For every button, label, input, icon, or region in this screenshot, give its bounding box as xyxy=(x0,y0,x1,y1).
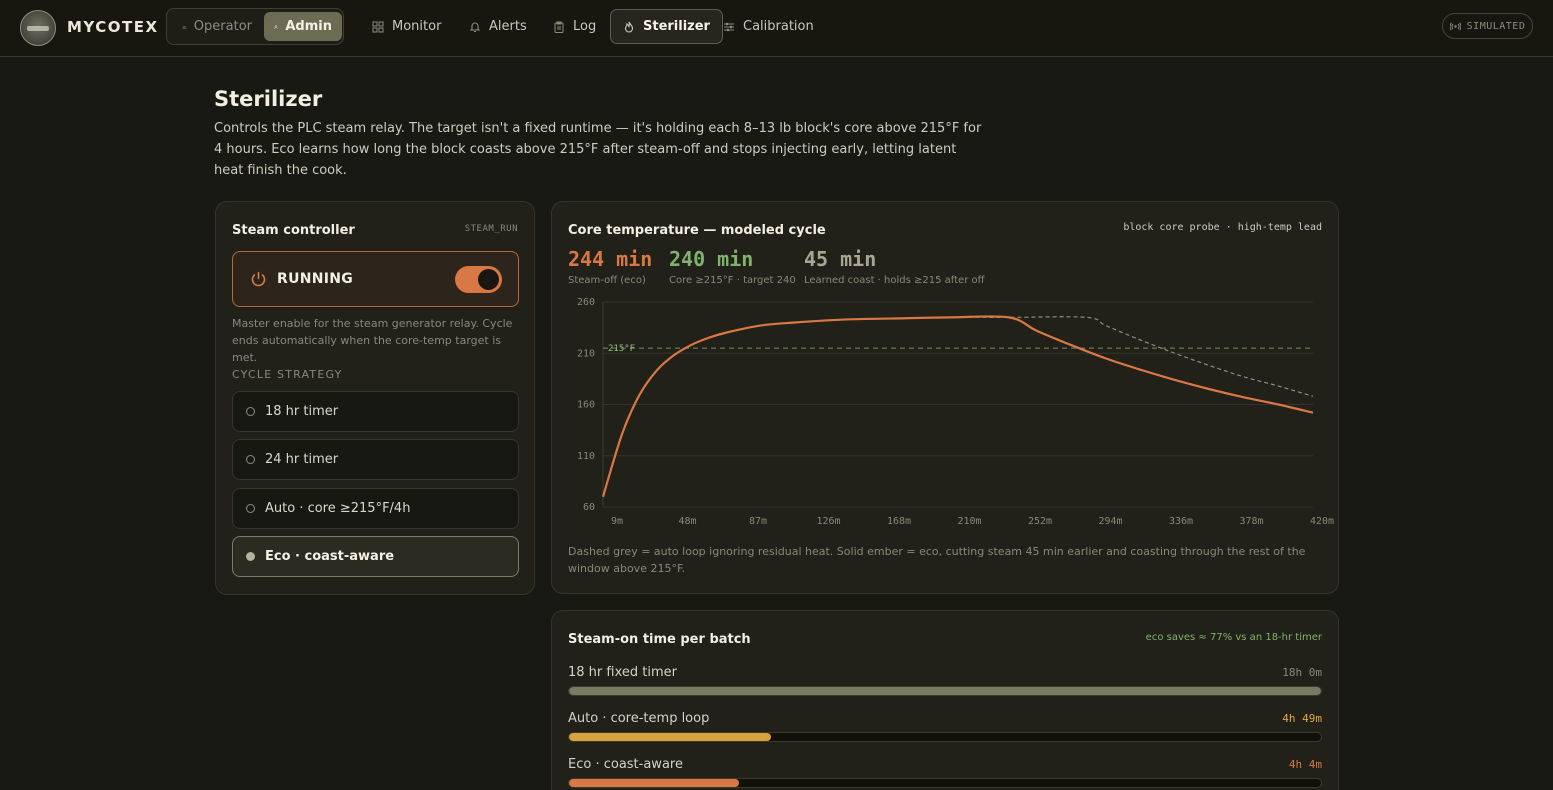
nav-monitor[interactable]: Monitor xyxy=(360,9,453,44)
nav-alerts-label: Alerts xyxy=(489,19,527,34)
bar-label-auto: Auto · core-temp loop xyxy=(568,711,710,726)
nav-log[interactable]: Log xyxy=(541,9,608,44)
x-tick-label: 336m xyxy=(1169,516,1193,527)
x-tick-label: 87m xyxy=(749,516,767,527)
role-admin-button[interactable]: Admin xyxy=(264,12,342,41)
strategy-label: Eco · coast-aware xyxy=(265,549,395,564)
bar-track-auto xyxy=(568,732,1322,742)
role-switch: Operator Admin xyxy=(166,8,344,45)
strategy-label: 24 hr timer xyxy=(265,452,339,467)
threshold-label: 215°F xyxy=(608,344,635,354)
hard-hat-icon xyxy=(182,25,187,28)
radio-selected-icon xyxy=(246,552,255,561)
x-tick-label: 294m xyxy=(1098,516,1122,527)
nav-sterilizer[interactable]: Sterilizer xyxy=(610,9,723,44)
bell-icon xyxy=(469,22,481,32)
grid-icon xyxy=(372,21,384,32)
x-tick-label: 378m xyxy=(1239,516,1263,527)
y-tick-label: 160 xyxy=(577,400,595,411)
role-operator-button[interactable]: Operator xyxy=(172,12,262,41)
auto-loop-series-line xyxy=(602,316,1314,497)
y-tick-label: 260 xyxy=(577,297,595,308)
sliders-icon xyxy=(724,22,734,31)
bar-fill-18hr xyxy=(569,687,1321,695)
strategy-label: 18 hr timer xyxy=(265,404,339,419)
metric-coast-value: 45 min xyxy=(804,247,877,271)
power-icon xyxy=(251,271,266,287)
simulated-label: SIMULATED xyxy=(1466,20,1526,32)
x-tick-label: 420m xyxy=(1310,516,1334,527)
x-tick-label: 48m xyxy=(678,516,696,527)
x-tick-label: 252m xyxy=(1028,516,1052,527)
steam-on-time-card: Steam-on time per batch eco saves ≈ 77% … xyxy=(551,610,1339,790)
strategy-auto-core[interactable]: Auto · core ≥215°F/4h xyxy=(232,488,519,529)
nav-calibration-label: Calibration xyxy=(743,19,814,34)
eco-series-line xyxy=(601,315,1314,498)
radio-icon xyxy=(246,504,255,513)
bar-value-auto: 4h 49m xyxy=(1282,712,1322,725)
nav-calibration[interactable]: Calibration xyxy=(711,9,826,44)
nav-sterilizer-label: Sterilizer xyxy=(643,19,710,34)
simulated-badge: SIMULATED xyxy=(1442,13,1533,39)
running-status-panel: RUNNING xyxy=(232,251,519,307)
metric-steam-off-label: Steam-off (eco) xyxy=(568,275,646,286)
mycotex-logo xyxy=(20,10,56,46)
role-admin-label: Admin xyxy=(285,19,332,34)
bar-track-18hr xyxy=(568,686,1322,696)
x-tick-label: 210m xyxy=(957,516,981,527)
strategy-eco-coast[interactable]: Eco · coast-aware xyxy=(232,536,519,577)
strategy-24hr-timer[interactable]: 24 hr timer xyxy=(232,439,519,480)
chart-footnote: Dashed grey = auto loop ignoring residua… xyxy=(568,545,1306,575)
bar-fill-eco xyxy=(569,779,739,787)
page-title: Sterilizer xyxy=(214,87,323,111)
nav-alerts[interactable]: Alerts xyxy=(457,9,539,44)
bar-fill-auto xyxy=(569,733,771,741)
page-description: Controls the PLC steam relay. The target… xyxy=(214,121,982,178)
y-tick-label: 110 xyxy=(577,451,595,462)
role-operator-label: Operator xyxy=(193,19,252,34)
core-temperature-chart: 260 210 160 110 60 9m 48m 87m 126m 168m 210m 252m 29… xyxy=(577,297,1334,527)
steam-controller-title: Steam controller xyxy=(232,223,355,238)
steam-run-tag: STEAM_RUN xyxy=(464,224,518,234)
x-tick-label: 9m xyxy=(611,516,623,527)
metric-core-label: Core ≥215°F · target 240 xyxy=(669,275,796,286)
nav-log-label: Log xyxy=(573,19,597,34)
bar-value-eco: 4h 4m xyxy=(1288,758,1322,771)
cycle-strategy-heading: CYCLE STRATEGY xyxy=(232,368,343,381)
metric-steam-off-value: 244 min xyxy=(568,247,653,271)
core-temp-title: Core temperature — modeled cycle xyxy=(568,223,826,238)
core-temperature-card: Core temperature — modeled cycle block c… xyxy=(551,201,1339,594)
y-tick-label: 60 xyxy=(583,502,595,513)
steam-enable-toggle[interactable] xyxy=(455,266,502,293)
broadcast-icon xyxy=(1449,21,1461,31)
top-nav-bar: MYCOTEX Operator Admin Monitor Alerts Lo… xyxy=(0,0,1553,57)
flame-icon xyxy=(624,21,634,33)
running-status-label: RUNNING xyxy=(277,271,354,287)
bar-label-18hr: 18 hr fixed timer xyxy=(568,665,677,680)
probe-source: block core probe · high-temp lead xyxy=(1123,222,1322,233)
metric-coast-label: Learned coast · holds ≥215 after off xyxy=(804,275,985,286)
bar-value-18hr: 18h 0m xyxy=(1282,666,1322,679)
x-tick-label: 168m xyxy=(887,516,911,527)
radio-icon xyxy=(246,455,255,464)
steam-controller-card: Steam controller STEAM_RUN RUNNING Maste… xyxy=(215,201,535,595)
nav-monitor-label: Monitor xyxy=(392,19,442,34)
x-tick-label: 126m xyxy=(816,516,840,527)
bar-label-eco: Eco · coast-aware xyxy=(568,757,683,772)
radio-icon xyxy=(246,407,255,416)
metric-core-value: 240 min xyxy=(669,247,754,271)
clipboard-icon xyxy=(554,21,564,33)
brand-name: MYCOTEX xyxy=(67,18,159,36)
steam-time-title: Steam-on time per batch xyxy=(568,632,751,647)
strategy-label: Auto · core ≥215°F/4h xyxy=(265,501,411,516)
controller-help-text: Master enable for the steam generator re… xyxy=(232,317,513,364)
user-gear-icon xyxy=(274,24,279,29)
strategy-18hr-timer[interactable]: 18 hr timer xyxy=(232,391,519,432)
bar-track-eco xyxy=(568,778,1322,788)
y-tick-label: 210 xyxy=(577,348,595,359)
eco-savings-note: eco saves ≈ 77% vs an 18-hr timer xyxy=(1145,632,1322,643)
